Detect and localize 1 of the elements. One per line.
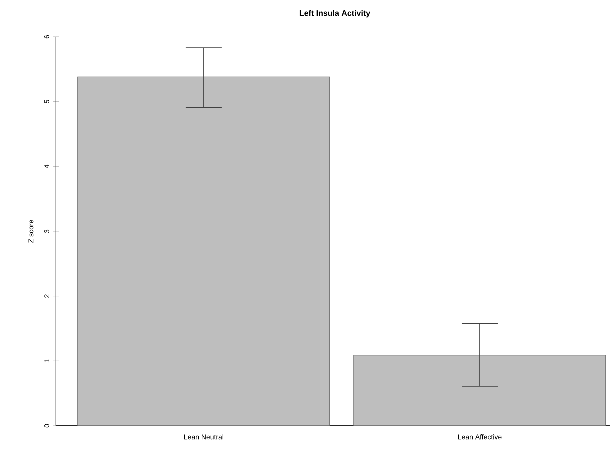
chart-title: Left Insula Activity xyxy=(300,10,371,18)
